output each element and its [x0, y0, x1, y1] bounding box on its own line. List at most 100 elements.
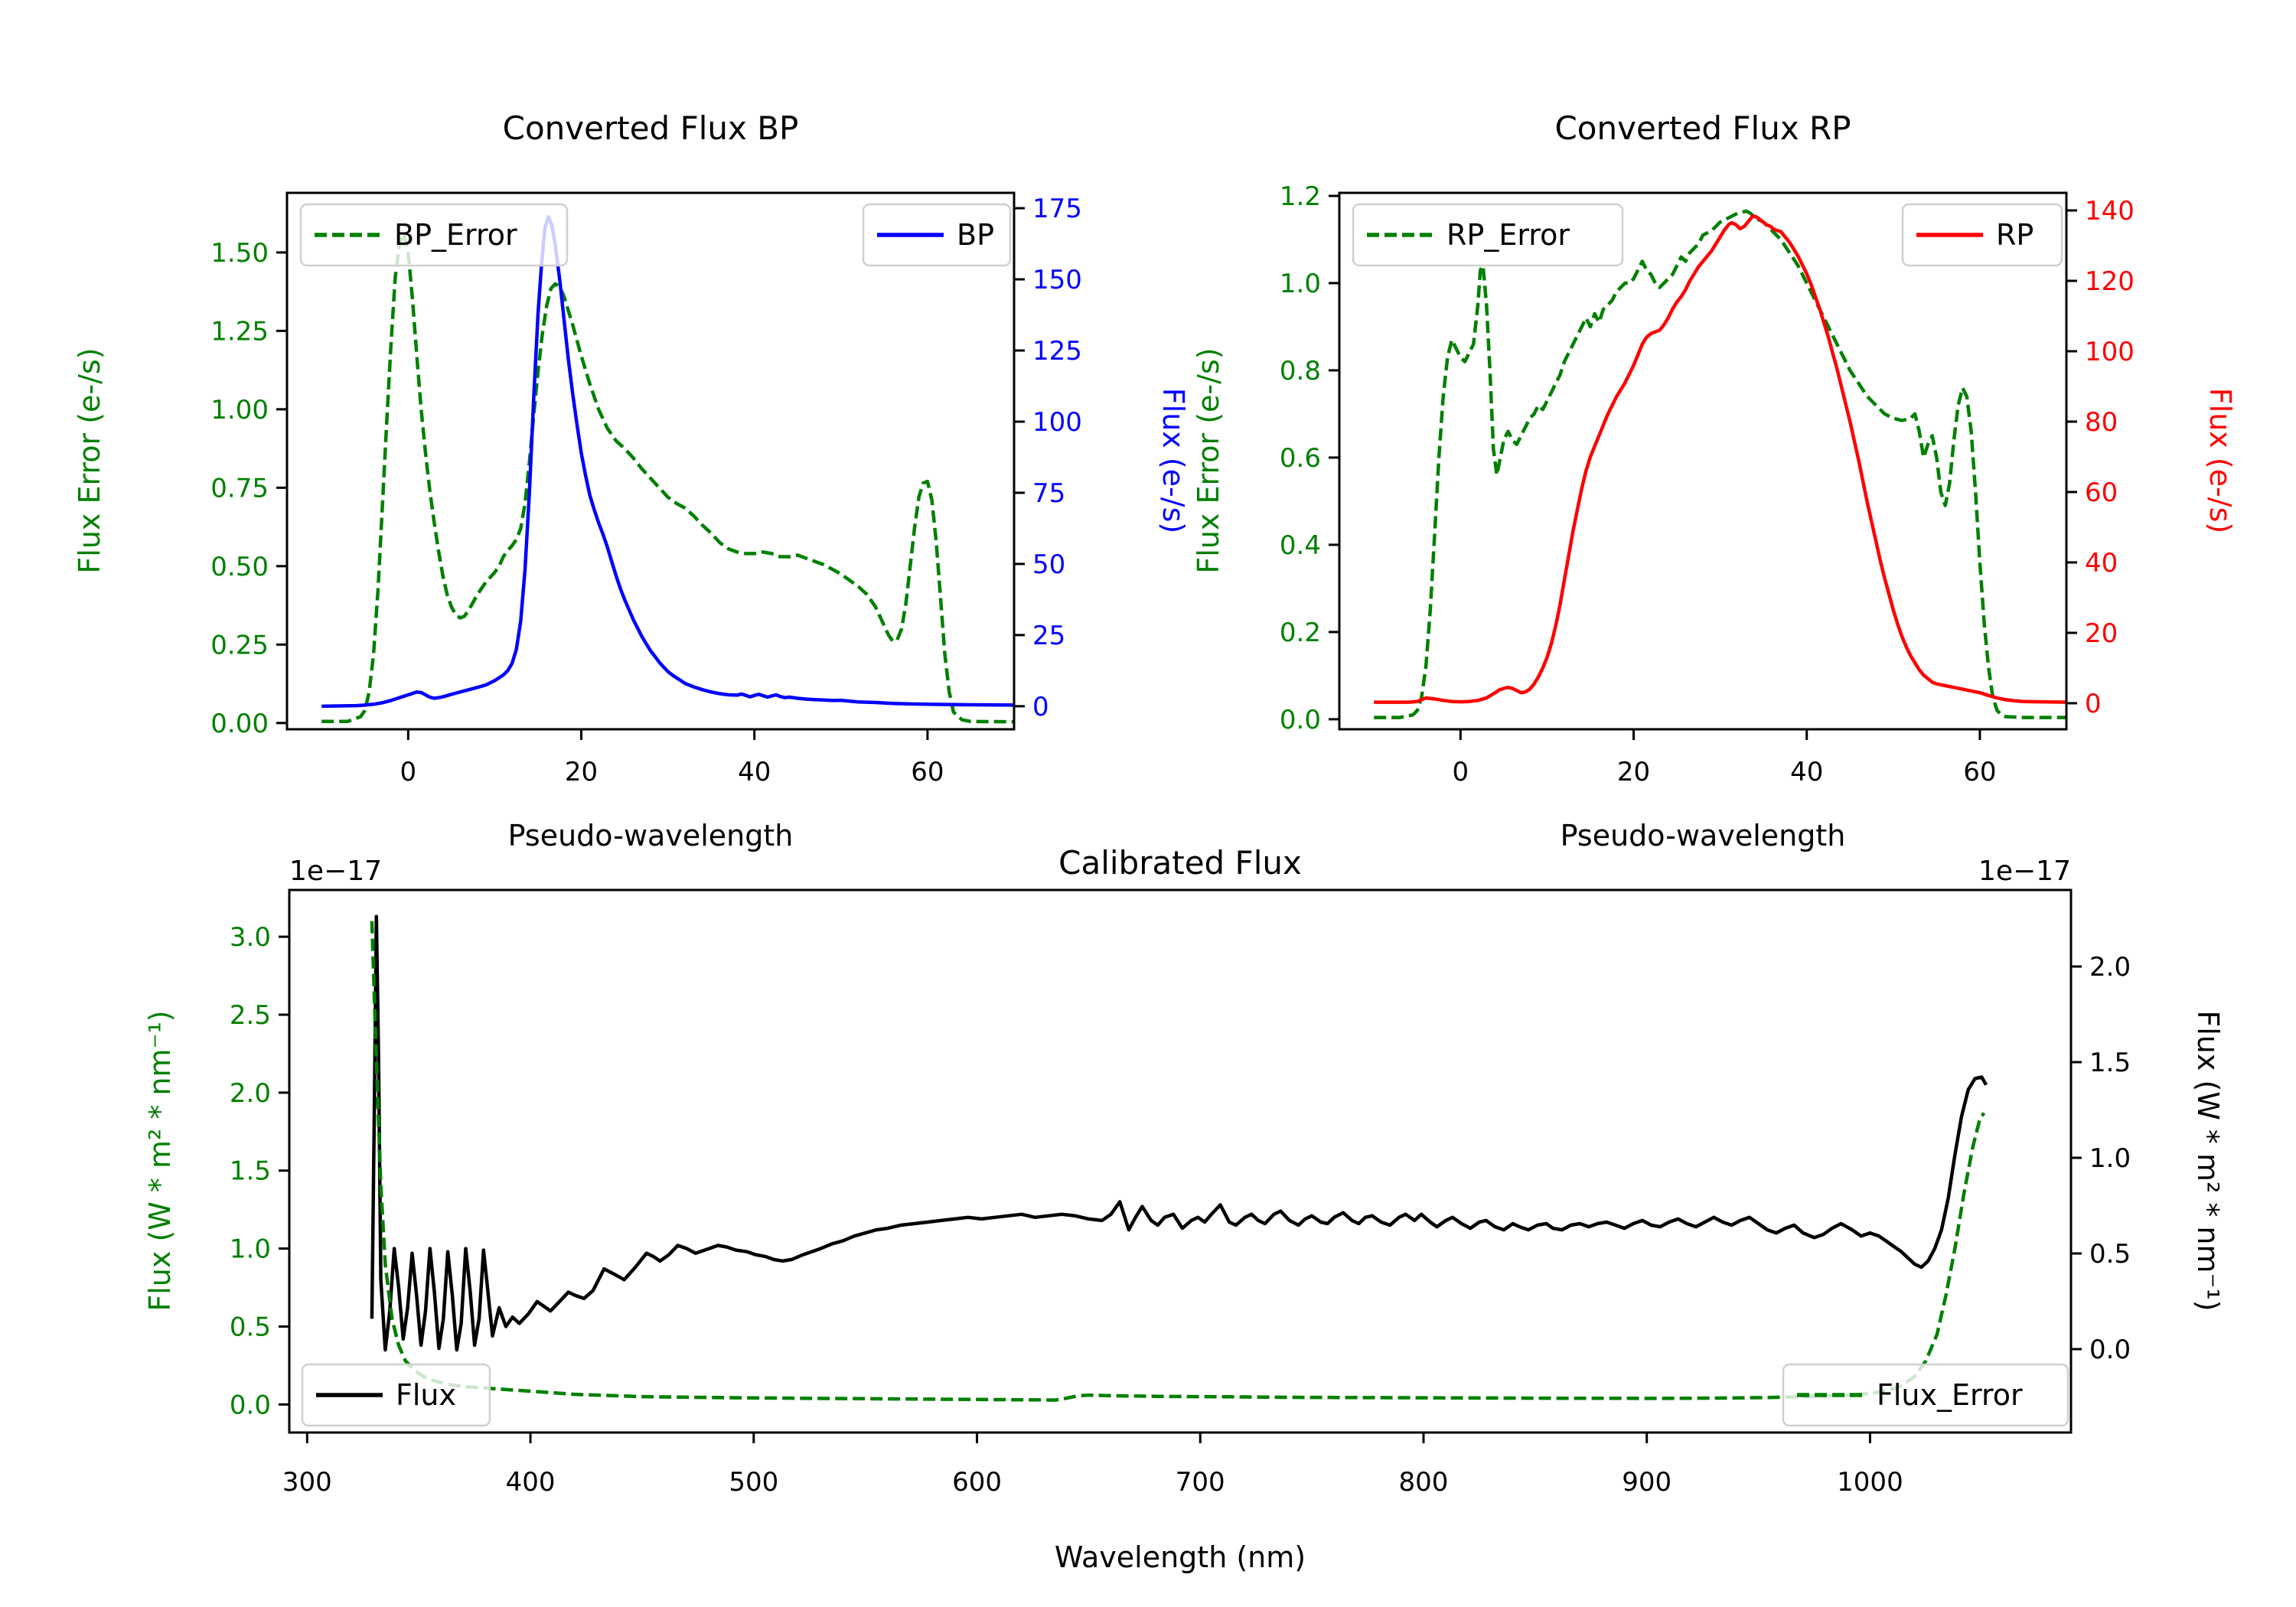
cal-left-ytick-label: 0.5 [230, 1312, 271, 1342]
rp-xtick-label: 0 [1453, 757, 1469, 787]
bp-left-ytick-label: 1.00 [210, 395, 269, 425]
rp-right-ytick-label: 80 [2085, 407, 2118, 438]
bp-left-ytick-label: 0.50 [210, 552, 269, 582]
cal-xtick-label: 1000 [1837, 1467, 1903, 1498]
bp-left-ytick-label: 1.50 [210, 238, 269, 269]
bp-legend-label: BP [957, 218, 994, 252]
rp-series-group [1374, 209, 2067, 719]
bp-title: Converted Flux BP [503, 109, 799, 147]
rp-series-rp_error [1374, 209, 2066, 719]
rp-left-ytick-label: 0.6 [1280, 443, 1321, 474]
rp-right-ytick-label: 0 [2085, 689, 2102, 719]
rp-left-ytick-label: 0.4 [1280, 530, 1321, 561]
cal-xtick-label: 700 [1176, 1467, 1225, 1498]
rp-right-ytick-label: 20 [2085, 618, 2118, 649]
bp-legend-box [299, 203, 569, 267]
cal-left-ytick-label: 1.5 [230, 1156, 271, 1187]
bp-right-ytick-label: 0 [1032, 692, 1049, 722]
cal-left-ylabel: Flux (W * m² * nm⁻¹) [143, 1010, 177, 1311]
bp-series-bp [321, 214, 1015, 709]
cal-right-ylabel: Flux (W * m² * nm⁻¹) [2191, 1010, 2225, 1311]
cal-xlabel: Wavelength (nm) [1055, 1540, 1306, 1574]
rp-right-ytick-label: 60 [2085, 478, 2118, 508]
bp-left-ytick-label: 0.25 [210, 630, 269, 660]
bp-right-ytick-label: 25 [1032, 621, 1065, 651]
cal-xtick-label: 900 [1622, 1467, 1671, 1498]
cal-legend-flux_error: Flux_Error [1782, 1363, 2069, 1427]
cal-right-ytick-label: 0.5 [2089, 1239, 2131, 1270]
rp-left-ytick-label: 1.0 [1280, 269, 1321, 299]
bp-legend-bp_error: BP_Error [299, 203, 569, 267]
bp-right-ytick-label: 100 [1032, 407, 1082, 438]
bp-series-group [321, 214, 1015, 724]
rp-xtick-label: 60 [1963, 757, 1996, 787]
rp-xlabel: Pseudo-wavelength [1561, 819, 1846, 852]
bp-xtick-label: 20 [565, 757, 598, 787]
cal-offset-text: 1e−17 [289, 856, 382, 887]
cal-right-ytick-label: 0.0 [2089, 1335, 2131, 1365]
bp-left-ytick-label: 0.75 [210, 473, 269, 504]
cal-title: Calibrated Flux [1058, 844, 1302, 882]
rp-right-ytick-label: 140 [2085, 196, 2135, 227]
bp-xtick-label: 0 [400, 757, 417, 787]
bp-xtick-label: 40 [738, 757, 771, 787]
cal-xtick-label: 500 [729, 1467, 778, 1498]
bp-spines [285, 191, 1016, 731]
bp-legend-label: BP_Error [394, 218, 517, 252]
rp-left-ytick-label: 0.0 [1280, 705, 1321, 735]
rp-right-ytick-label: 120 [2085, 266, 2135, 297]
bp-right-ytick-label: 75 [1032, 478, 1065, 509]
rp-left-ylabel: Flux Error (e-/s) [1192, 347, 1225, 573]
bp-series-bp_error [321, 232, 1015, 724]
cal-legend-box [301, 1363, 491, 1427]
rp-left-ytick-label: 0.2 [1280, 618, 1321, 648]
chart-bp: 0 20 40 60 0.00 0.25 0.50 0.75 1.00 1.25 1.50 0 25 50… [73, 109, 1190, 852]
rp-legend-box [1352, 203, 1624, 267]
rp-left-ytick-label: 1.2 [1280, 181, 1321, 212]
cal-left-ytick-label: 0.0 [230, 1390, 271, 1420]
chart-rp: 0 20 40 60 0.0 0.2 0.4 0.6 0.8 1.0 1.2 0 20 40 60 80 100… [1192, 109, 2237, 852]
cal-offset-text: 1e−17 [1978, 856, 2071, 887]
cal-right-ytick-label: 1.5 [2089, 1048, 2131, 1078]
cal-legend-label: Flux [396, 1378, 456, 1412]
cal-left-ytick-label: 2.0 [230, 1078, 271, 1109]
rp-right-ytick-label: 40 [2085, 548, 2118, 579]
bp-xlabel: Pseudo-wavelength [508, 819, 794, 852]
cal-right-ytick-label: 2.0 [2089, 952, 2131, 983]
rp-right-ytick-label: 100 [2085, 337, 2135, 367]
bp-right-ytick-label: 50 [1032, 549, 1065, 580]
rp-legend-label: RP [1996, 218, 2033, 252]
cal-legend-box [1782, 1363, 2069, 1427]
cal-legend-flux: Flux [301, 1363, 491, 1427]
rp-spines [1338, 191, 2068, 731]
cal-xtick-label: 400 [506, 1467, 556, 1498]
bp-left-ytick-label: 1.25 [210, 316, 269, 347]
bp-right-ytick-label: 175 [1032, 194, 1082, 224]
rp-legend-rp: RP [1901, 203, 2063, 267]
bp-left-ylabel: Flux Error (e-/s) [73, 347, 106, 573]
cal-spines [288, 888, 2073, 1434]
bp-left-ytick-label: 0.00 [210, 709, 269, 739]
rp-xtick-label: 40 [1790, 757, 1823, 787]
cal-xtick-label: 300 [282, 1467, 332, 1498]
bp-right-ytick-label: 125 [1032, 336, 1082, 367]
cal-xtick-label: 800 [1399, 1467, 1449, 1498]
rp-legend-rp_error: RP_Error [1352, 203, 1624, 267]
rp-title: Converted Flux RP [1554, 109, 1851, 147]
rp-xtick-label: 20 [1617, 757, 1650, 787]
cal-legend-label: Flux_Error [1877, 1378, 2023, 1412]
cal-left-ytick-label: 2.5 [230, 1000, 271, 1031]
cal-left-ytick-label: 3.0 [230, 922, 271, 953]
chart-cal: 300 400 500 600 700 800 900 1000 0.0 0.5 1.0 1.5 2.0… [143, 844, 2225, 1574]
bp-xtick-label: 60 [911, 757, 944, 787]
cal-series-flux [370, 914, 1988, 1352]
cal-right-ytick-label: 1.0 [2089, 1143, 2131, 1174]
bp-right-ytick-label: 150 [1032, 265, 1082, 295]
cal-left-ytick-label: 1.0 [230, 1234, 271, 1265]
bp-right-ylabel: Flux (e-/s) [1156, 388, 1190, 533]
rp-legend-label: RP_Error [1446, 218, 1570, 252]
cal-xtick-label: 600 [952, 1467, 1002, 1498]
